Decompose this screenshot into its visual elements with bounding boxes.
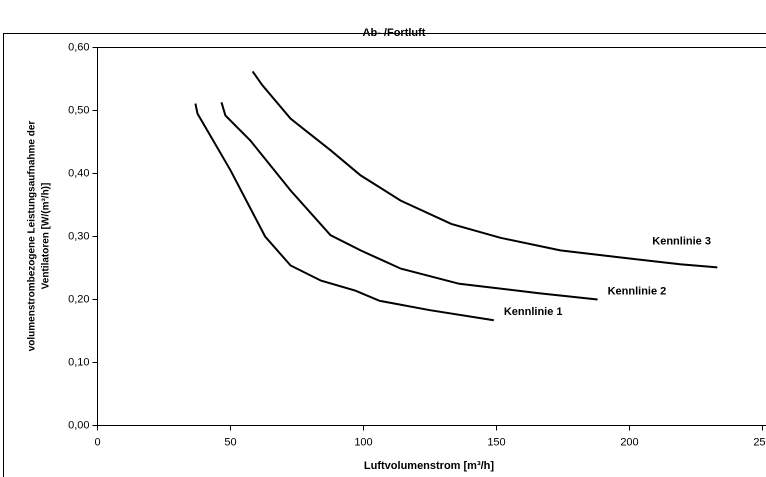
chart-frame bbox=[3, 33, 766, 477]
series-label: Kennlinie 3 bbox=[652, 235, 711, 247]
curve bbox=[194, 103, 494, 322]
y-axis-label-line: volumenstrombezogene Leistungsaufnahme d… bbox=[27, 121, 38, 352]
y-tick-label: 0,50 bbox=[68, 104, 89, 116]
x-tick-label: 250 bbox=[753, 436, 766, 448]
x-tick-label: 200 bbox=[620, 436, 638, 448]
x-axis-label: Luftvolumenstrom [m³/h] bbox=[364, 460, 494, 472]
y-tick-label: 0,10 bbox=[68, 356, 89, 368]
y-tick-label: 0,30 bbox=[68, 230, 89, 242]
x-tick-label: 0 bbox=[94, 436, 100, 448]
y-tick-label: 0,00 bbox=[68, 419, 89, 431]
x-tick-label: 100 bbox=[354, 436, 372, 448]
curve bbox=[220, 102, 598, 301]
x-tick-label: 50 bbox=[224, 436, 236, 448]
y-axis-label-line: Ventilatoren [W/(m³/h)] bbox=[41, 183, 52, 290]
chart-title: Ab- /Fortluft bbox=[363, 27, 426, 39]
series-label: Kennlinie 1 bbox=[504, 306, 563, 318]
x-tick-label: 150 bbox=[487, 436, 505, 448]
y-axis-label: volumenstrombezogene Leistungsaufnahme d… bbox=[27, 121, 52, 352]
y-tick-label: 0,40 bbox=[68, 167, 89, 179]
series-label: Kennlinie 2 bbox=[608, 285, 667, 297]
curve bbox=[251, 70, 718, 269]
y-tick-label: 0,20 bbox=[68, 293, 89, 305]
y-tick-label: 0,60 bbox=[68, 41, 89, 53]
